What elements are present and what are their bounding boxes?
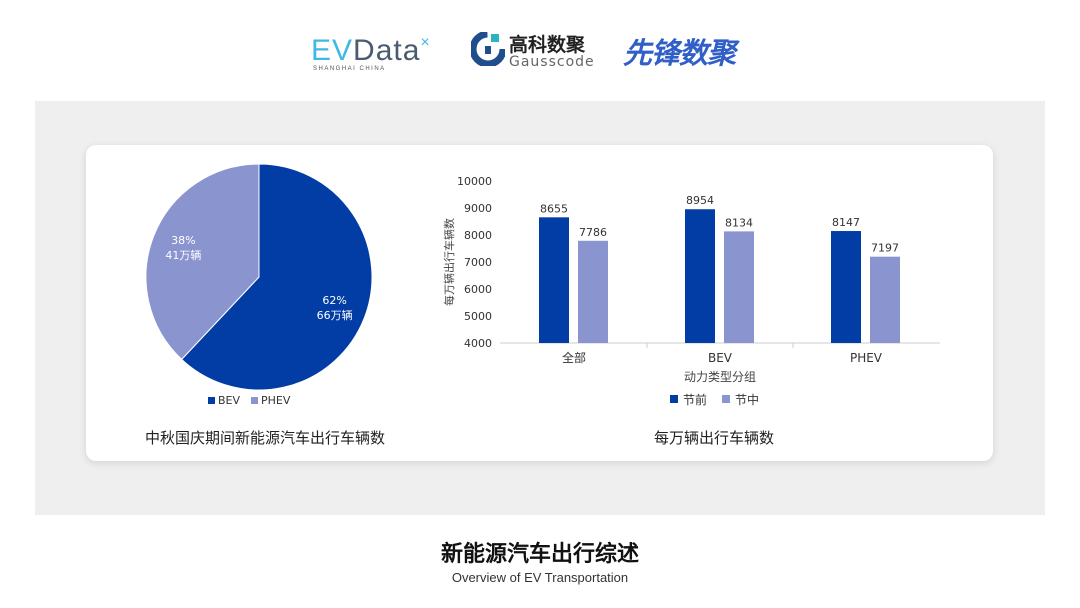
x-tick-label: BEV [708,351,733,365]
pie-value-label: 41万辆 [165,248,201,262]
logo-bar: EVData× SHANGHAI CHINA 高科数聚 Gausscode 先锋数聚 [0,24,1080,74]
legend-label-phev: PHEV [261,394,291,407]
gausscode-logo-icon [471,32,505,66]
bar-chart-title: 每万辆出行车辆数 [654,429,775,447]
pie-chart-title: 中秋国庆期间新能源汽车出行车辆数 [145,429,386,447]
bar-PHEV-节前 [831,231,861,343]
bar-BEV-节中 [724,231,754,343]
bar-全部-节中 [578,240,608,343]
x-tick-label: PHEV [850,351,883,365]
pie-percent-label: 38% [171,234,195,247]
bar-data-label: 8134 [725,216,753,229]
y-tick-label: 7000 [464,256,492,269]
pie-percent-label: 62% [322,294,346,307]
x-axis-label: 动力类型分组 [684,370,756,384]
page-title: 新能源汽车出行综述 [440,542,639,567]
bar-data-label: 8655 [540,202,568,215]
pie-slice-phev [145,163,260,361]
pie-slice-bev [180,163,373,391]
y-tick-label: 8000 [464,229,492,242]
y-axis-label: 每万辆出行车辆数 [442,218,456,306]
bar-data-label: 7786 [579,226,607,239]
xianfeng-logo: 先锋数聚 [623,36,736,70]
bar-data-label: 8954 [686,194,714,207]
y-tick-label: 4000 [464,337,492,350]
y-tick-label: 6000 [464,283,492,296]
y-tick-label: 10000 [457,175,492,188]
legend-label-节前: 节前 [683,392,707,407]
y-tick-label: 9000 [464,202,492,215]
legend-swatch-节中 [722,395,730,403]
bar-全部-节前 [539,217,569,343]
legend-label-bev: BEV [218,394,240,407]
y-tick-label: 5000 [464,310,492,323]
legend-swatch-phev [251,397,258,404]
legend-label-节中: 节中 [735,392,759,407]
evdata-logo: EVData× SHANGHAI CHINA [311,34,431,72]
bar-BEV-节前 [685,209,715,343]
bar-data-label: 8147 [832,216,860,229]
bar-data-label: 7197 [871,242,899,255]
legend-swatch-bev [208,397,215,404]
legend-swatch-节前 [670,395,678,403]
x-tick-label: 全部 [562,350,586,365]
pie-value-label: 66万辆 [317,308,353,322]
page-subtitle: Overview of EV Transportation [451,570,629,585]
bar-PHEV-节中 [870,256,900,343]
